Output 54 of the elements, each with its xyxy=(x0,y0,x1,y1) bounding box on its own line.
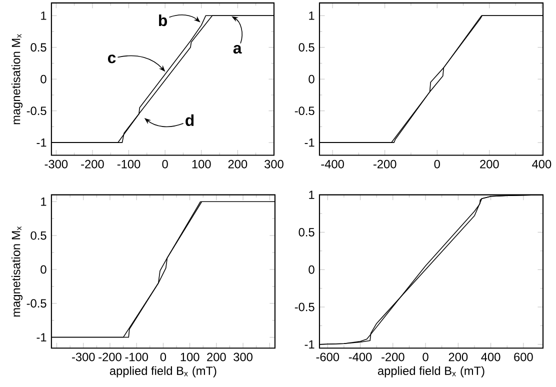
y-tick-label: 1 xyxy=(41,12,46,20)
y-tick-label: 0.5 xyxy=(298,228,314,237)
x-tick-label: 400 xyxy=(481,352,500,362)
y-tick-label: 0 xyxy=(308,75,314,84)
y-tick-label: 0 xyxy=(40,265,46,274)
x-tick-label: -400 xyxy=(321,160,344,168)
x-tick-label: 200 xyxy=(207,352,226,362)
y-tick-label: -1 xyxy=(304,138,314,147)
y-tick-label: -0.5 xyxy=(26,299,46,308)
annotation: c xyxy=(108,54,116,64)
x-tick-label: -200 xyxy=(81,160,104,168)
y-axis-title: magnetisation M$_{x}$ xyxy=(11,226,23,317)
annotation: d xyxy=(186,114,194,126)
y-tick-label: 0.5 xyxy=(298,43,314,52)
y-tick-label: -0.5 xyxy=(26,106,46,116)
x-tick-label: 200 xyxy=(228,160,248,168)
x-tick-label: 300 xyxy=(234,352,252,362)
y-tick-label: -0.5 xyxy=(294,106,314,116)
y-tick-label: 0 xyxy=(40,75,46,84)
y-tick-label: 1 xyxy=(309,190,314,200)
y-tick-label: 0.5 xyxy=(30,231,46,240)
x-tick-label: -200 xyxy=(382,352,404,362)
x-tick-label: 300 xyxy=(264,160,284,168)
x-tick-label: 100 xyxy=(192,160,211,168)
x-tick-label: -100 xyxy=(117,160,140,168)
y-tick-label: -1 xyxy=(304,340,314,349)
y-tick-label: -0.5 xyxy=(294,302,314,312)
y-axis-title: magnetisation M$_{x}$ xyxy=(11,34,23,124)
x-tick-label: -100 xyxy=(125,352,148,362)
y-tick-label: 0 xyxy=(308,266,314,274)
annotation: a xyxy=(233,45,242,54)
annotation: b xyxy=(159,14,167,26)
y-tick-label: -1 xyxy=(36,333,46,342)
x-tick-label: -200 xyxy=(374,160,396,168)
y-tick-label: 0.5 xyxy=(30,43,46,52)
x-tick-label: 0 xyxy=(162,160,168,168)
x-tick-label: 600 xyxy=(514,352,533,362)
x-tick-label: -200 xyxy=(98,352,122,362)
y-tick-label: 1 xyxy=(41,198,46,206)
x-tick-label: -400 xyxy=(348,352,372,362)
x-tick-label: 100 xyxy=(180,352,200,362)
x-tick-label: 200 xyxy=(480,160,499,168)
x-tick-label: 400 xyxy=(532,160,552,168)
y-tick-label: -1 xyxy=(36,138,46,147)
y-tick-label: 1 xyxy=(309,12,314,20)
x-axis-title: applied field B$_{x}$ (mT) xyxy=(378,366,484,378)
x-tick-label: -300 xyxy=(44,160,68,168)
x-tick-label: 0 xyxy=(434,160,440,168)
x-tick-label: 200 xyxy=(448,352,468,362)
x-tick-label: -600 xyxy=(316,352,340,362)
x-tick-label: 0 xyxy=(422,352,428,362)
x-axis-title: applied field B$_{x}$ (mT) xyxy=(110,366,216,378)
x-tick-label: -300 xyxy=(72,352,95,362)
x-tick-label: 0 xyxy=(160,352,166,362)
